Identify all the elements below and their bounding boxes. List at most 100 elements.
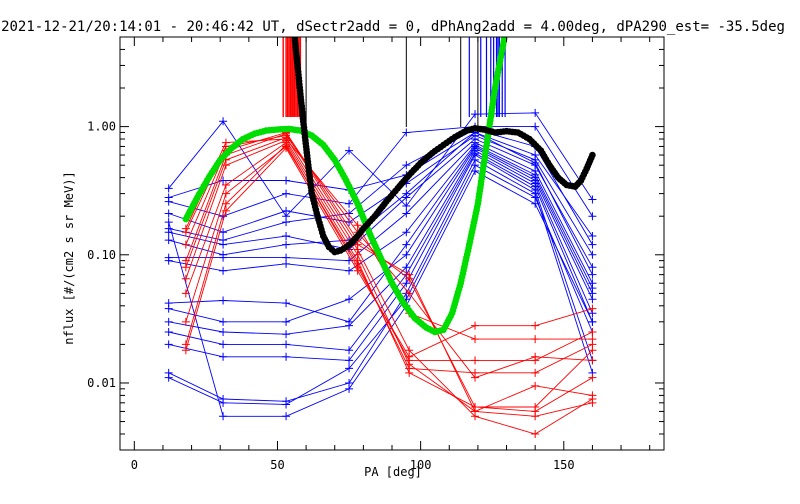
data-point-blue-14-1 <box>219 412 228 421</box>
plot-frame <box>119 36 665 451</box>
data-point-blue-4-2 <box>282 240 291 249</box>
data-point-red-4-0 <box>181 263 190 272</box>
data-point-red-5-0 <box>181 274 190 283</box>
series-line-blue-9 <box>168 149 593 335</box>
data-point-blue-13-1 <box>219 398 228 407</box>
data-point-blue-14-5 <box>471 167 480 176</box>
series-line-blue-15 <box>168 126 593 217</box>
data-point-blue-0-6 <box>531 108 540 117</box>
data-point-red-6-0 <box>181 289 190 298</box>
data-point-blue-2-7 <box>588 250 597 259</box>
series-line-blue-5 <box>168 142 593 284</box>
data-point-red-7-4 <box>405 364 414 373</box>
data-point-blue-16-7 <box>588 240 597 249</box>
data-point-blue-11-2 <box>282 352 291 361</box>
y-tick-label-1: 0.10 <box>87 248 116 262</box>
y-axis-label: nflux [#/(cm2 s sr MeV)] <box>62 171 76 344</box>
data-point-blue-9-3 <box>345 321 354 330</box>
data-point-blue-6-1 <box>219 266 228 275</box>
data-point-blue-2-1 <box>219 228 228 237</box>
data-point-red-8-6 <box>531 356 540 365</box>
data-point-blue-5-4 <box>402 209 411 218</box>
axes: 0 50 100 150 0.01 0.10 1.00 <box>87 36 665 472</box>
data-point-blue-14-7 <box>588 317 597 326</box>
data-point-blue-10-0 <box>164 327 173 336</box>
data-point-blue-11-4 <box>402 279 411 288</box>
data-point-blue-9-1 <box>219 327 228 336</box>
data-point-blue-3-7 <box>588 263 597 272</box>
data-point-red-5-7 <box>588 398 597 407</box>
series-line-red-5 <box>185 139 593 417</box>
series-line-blue-3 <box>168 138 593 268</box>
series-line-blue-14 <box>168 170 593 417</box>
data-point-blue-1-2 <box>282 176 291 185</box>
x-tick-label-1: 50 <box>270 458 284 472</box>
data-point-blue-15-4 <box>402 128 411 137</box>
data-point-blue-14-3 <box>345 384 354 393</box>
x-axis-label: PA [deg] <box>364 465 422 479</box>
data-point-blue-6-4 <box>402 228 411 237</box>
data-point-blue-15-6 <box>531 122 540 131</box>
data-point-blue-8-3 <box>345 295 354 304</box>
data-point-blue-0-4 <box>402 202 411 211</box>
data-point-red-7-5 <box>471 368 480 377</box>
x-tick-label-3: 150 <box>553 458 575 472</box>
data-point-blue-7-2 <box>282 299 291 308</box>
data-point-red-0-6 <box>531 335 540 344</box>
data-point-red-9-5 <box>471 321 480 330</box>
data-point-red-5-6 <box>531 412 540 421</box>
data-point-red-6-1 <box>221 181 230 190</box>
data-point-red-4-6 <box>531 429 540 438</box>
data-point-red-7-0 <box>181 317 190 326</box>
data-point-blue-15-2 <box>282 189 291 198</box>
data-point-red-0-5 <box>471 335 480 344</box>
data-point-blue-16-4 <box>402 161 411 170</box>
series-line-blue-0 <box>168 112 593 217</box>
data-point-blue-15-7 <box>588 212 597 221</box>
data-point-blue-10-2 <box>282 340 291 349</box>
data-point-blue-3-2 <box>282 232 291 241</box>
data-point-blue-8-0 <box>164 304 173 313</box>
data-point-blue-9-4 <box>402 263 411 272</box>
data-point-blue-7-4 <box>402 240 411 249</box>
data-point-blue-6-0 <box>164 256 173 265</box>
data-point-blue-8-2 <box>282 317 291 326</box>
series-line-blue-10 <box>168 152 593 351</box>
model-curve-black <box>291 37 596 256</box>
data-point-red-7-1 <box>221 189 230 198</box>
data-point-blue-0-7 <box>588 195 597 204</box>
data-point-red-3-6 <box>531 381 540 390</box>
data-point-red-9-3 <box>353 266 362 275</box>
data-point-blue-11-0 <box>164 340 173 349</box>
data-point-blue-6-3 <box>345 266 354 275</box>
data-point-red-5-1 <box>221 161 230 170</box>
data-point-blue-0-3 <box>345 146 354 155</box>
data-point-red-8-1 <box>221 199 230 208</box>
data-point-red-7-7 <box>588 340 597 349</box>
series-line-red-9 <box>185 147 593 358</box>
data-point-red-3-4 <box>405 270 414 279</box>
y-tick-label-0: 0.01 <box>87 376 116 390</box>
plot-area <box>164 37 597 438</box>
data-point-blue-8-1 <box>219 317 228 326</box>
data-point-red-9-1 <box>221 206 230 215</box>
data-point-blue-0-0 <box>164 184 173 193</box>
data-point-blue-7-1 <box>219 296 228 305</box>
data-point-blue-13-3 <box>345 364 354 373</box>
data-point-red-7-6 <box>531 368 540 377</box>
data-point-blue-10-3 <box>345 346 354 355</box>
x-tick-label-2: 100 <box>410 458 432 472</box>
data-point-red-9-4 <box>405 352 414 361</box>
series-line-blue-11 <box>168 154 593 361</box>
data-point-red-9-0 <box>181 346 190 355</box>
series-line-blue-7 <box>168 145 593 323</box>
series-line-blue-16 <box>168 129 593 245</box>
data-point-blue-4-7 <box>588 270 597 279</box>
data-point-red-1-0 <box>181 228 190 237</box>
data-point-blue-4-4 <box>402 189 411 198</box>
data-point-blue-4-0 <box>164 236 173 245</box>
data-point-blue-0-5 <box>471 110 480 119</box>
chart-title: 2021-12-21/20:14:01 - 20:46:42 UT, dSect… <box>1 19 785 35</box>
data-point-red-1-4 <box>405 289 414 298</box>
